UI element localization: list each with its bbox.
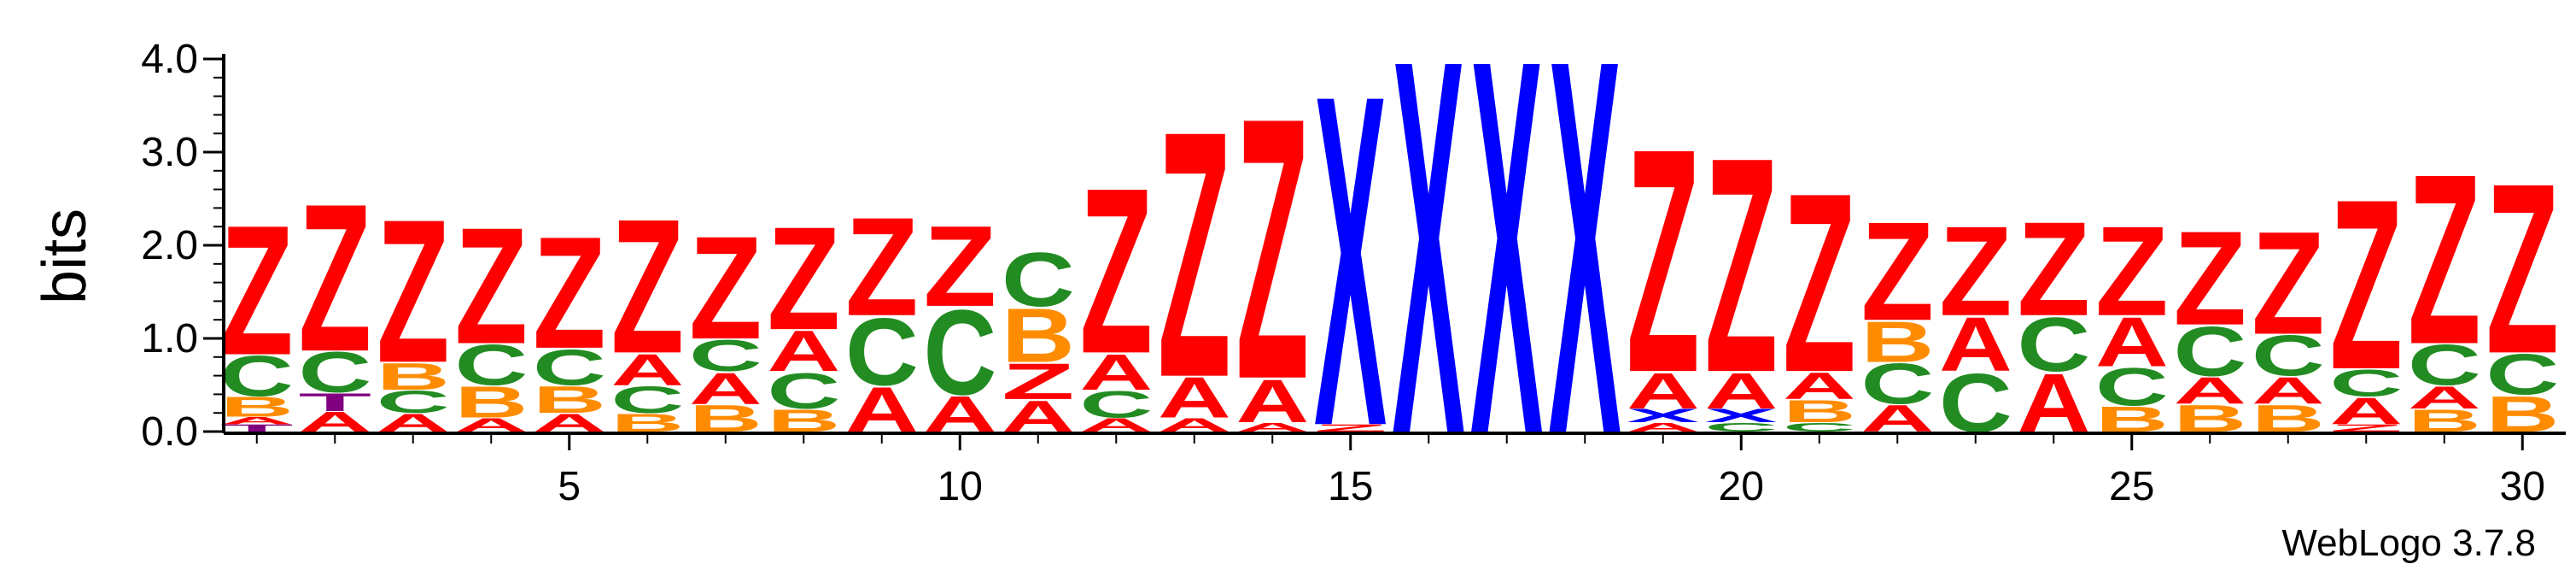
y-tick-label: 1.0: [141, 316, 198, 361]
logo-letter-z: Z: [2408, 124, 2481, 395]
logo-letter-c: C: [2252, 325, 2325, 389]
logo-letter-z: Z: [2018, 193, 2091, 344]
logo-letter-a: A: [689, 364, 762, 414]
logo-letter-z: Z: [2330, 422, 2404, 433]
logo-letter-x: X: [1470, 0, 1544, 545]
logo-letter-z: Z: [1939, 200, 2012, 343]
logo-letter-c: C: [1002, 238, 1075, 323]
logo-letter-c: C: [455, 334, 529, 398]
y-axis: 0.0 1.0 2.0 3.0 4.0: [141, 37, 225, 455]
logo-letter-c: C: [2018, 303, 2091, 388]
logo-letter-b: B: [1861, 310, 1935, 374]
x-axis: 5 10 15 20 25 30: [224, 432, 2566, 509]
logo-letter-b: B: [1002, 293, 1075, 379]
x-tick-label: 25: [2109, 464, 2154, 509]
x-tick-label: 15: [1328, 464, 1373, 509]
logo-letter-z: Z: [2486, 133, 2560, 404]
logo-letter-x: X: [1549, 0, 1622, 545]
weblogo-credit: WebLogo 3.7.8: [2281, 522, 2536, 564]
logo-letter-z: Z: [1627, 81, 1700, 438]
logo-letter-a: A: [611, 345, 685, 395]
logo-letter-c: C: [2408, 334, 2481, 398]
logo-letter-c: C: [533, 338, 606, 396]
logo-letter-c: C: [220, 345, 294, 409]
logo-letter-z: Z: [377, 177, 450, 405]
logo-letter-z: Z: [533, 203, 606, 382]
x-tick-label: 5: [558, 464, 581, 509]
logo-letter-z: Z: [299, 159, 372, 396]
logo-letter-c: C: [1861, 352, 1935, 416]
logo-letter-a: A: [768, 320, 841, 384]
logo-letter-z: Z: [1861, 194, 1935, 350]
logo-letter-z: Z: [1783, 141, 1856, 426]
logo-letter-t: T: [299, 388, 372, 416]
logo-letter-a: A: [2330, 390, 2404, 432]
logo-letter-z: Z: [845, 189, 919, 345]
logo-letter-a: A: [1627, 420, 1700, 434]
y-tick-label: 2.0: [141, 223, 198, 268]
y-axis-label: bits: [31, 209, 99, 304]
logo-letter-a: A: [1627, 362, 1700, 420]
logo-letter-a: A: [2174, 369, 2247, 412]
logo-letter-z: Z: [2095, 200, 2169, 343]
logo-letter-b: B: [455, 378, 529, 427]
logo-letter-z: Z: [1236, 39, 1310, 457]
logo-letter-z: Z: [924, 203, 997, 331]
logo-letter-a: A: [1236, 367, 1310, 435]
logo-letter-c: C: [1080, 384, 1154, 426]
y-tick-label: 3.0: [141, 130, 198, 175]
logo-letter-z: Z: [2330, 150, 2404, 420]
logo-letter-b: B: [220, 391, 294, 423]
logo-letter-z: Z: [611, 179, 685, 394]
logo-letter-z: Z: [2174, 203, 2247, 353]
logo-letter-a: A: [1705, 362, 1779, 420]
logo-letter-a: A: [220, 415, 294, 426]
logo-letter-a: A: [1080, 344, 1154, 401]
logo-letter-a: A: [2408, 379, 2481, 415]
logo-letter-x: X: [1705, 405, 1778, 426]
logo-letter-c: C: [2330, 362, 2404, 405]
logo-letter-z: Z: [220, 187, 294, 394]
logo-letter-c: C: [2095, 357, 2169, 417]
logo-letter-c: C: [924, 284, 997, 420]
logo-letter-z: Z: [1002, 352, 1075, 409]
logo-letter-c: C: [377, 384, 450, 420]
logo-letter-c: C: [689, 331, 762, 380]
logo-letter-b: B: [1783, 393, 1856, 429]
logo-letter-z: Z: [1314, 422, 1387, 433]
logo-letter-z: Z: [768, 197, 841, 361]
logo-letter-z: Z: [455, 193, 529, 379]
x-tick-label: 10: [938, 464, 983, 509]
plot-area: TABCZATCZACBZABCZABCZBCAZBACZBCAZACZACZA…: [220, 0, 2559, 545]
logo-letter-z: Z: [1158, 59, 1231, 451]
logo-letter-c: C: [768, 362, 841, 420]
logo-letter-a: A: [1939, 303, 2012, 388]
logo-letter-c: C: [1705, 420, 1779, 434]
logo-letter-c: C: [845, 299, 919, 406]
logo-letter-c: C: [611, 379, 685, 421]
x-tick-label: 30: [2500, 464, 2545, 509]
x-tick-label: 20: [1719, 464, 1764, 509]
logo-letter-z: Z: [1705, 93, 1779, 437]
logo-letter-c: C: [2174, 313, 2247, 391]
logo-letter-b: B: [533, 379, 606, 421]
logo-letter-a: A: [1158, 367, 1231, 431]
logo-letter-a: A: [1236, 420, 1310, 434]
logo-letter-a: A: [1783, 365, 1856, 408]
logo-letter-c: C: [299, 341, 372, 405]
logo-letter-c: C: [2486, 343, 2560, 407]
logo-letter-b: B: [377, 356, 450, 398]
y-tick-label: 4.0: [141, 37, 198, 82]
y-tick-label: 0.0: [141, 409, 198, 455]
logo-letter-z: Z: [689, 206, 762, 370]
logo-letter-a: A: [2252, 369, 2325, 412]
logo-letter-x: X: [1627, 405, 1699, 426]
logo-letter-x: X: [1393, 0, 1466, 545]
logo-letter-c: C: [1783, 420, 1856, 434]
logo-letter-z: Z: [1080, 140, 1154, 403]
logo-letter-t: T: [220, 422, 294, 433]
logo-letter-z: Z: [2252, 202, 2325, 366]
logo-letter-a: A: [2095, 303, 2169, 382]
